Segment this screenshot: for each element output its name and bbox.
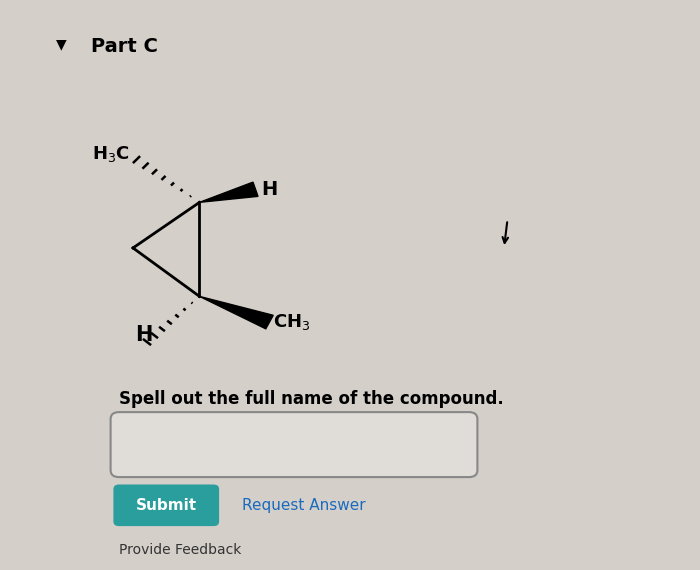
Text: Provide Feedback: Provide Feedback (119, 543, 242, 557)
Polygon shape (199, 182, 258, 202)
Text: Part C: Part C (91, 37, 158, 56)
Text: Request Answer: Request Answer (241, 498, 365, 513)
Text: Spell out the full name of the compound.: Spell out the full name of the compound. (119, 390, 504, 409)
Text: CH$_3$: CH$_3$ (273, 312, 310, 332)
Text: H: H (135, 325, 152, 345)
Text: ▼: ▼ (56, 37, 66, 51)
Text: Submit: Submit (136, 498, 197, 513)
Text: H$_3$C: H$_3$C (92, 144, 130, 164)
Text: H: H (261, 180, 277, 199)
FancyBboxPatch shape (111, 412, 477, 477)
Polygon shape (199, 296, 273, 329)
FancyBboxPatch shape (113, 484, 219, 526)
